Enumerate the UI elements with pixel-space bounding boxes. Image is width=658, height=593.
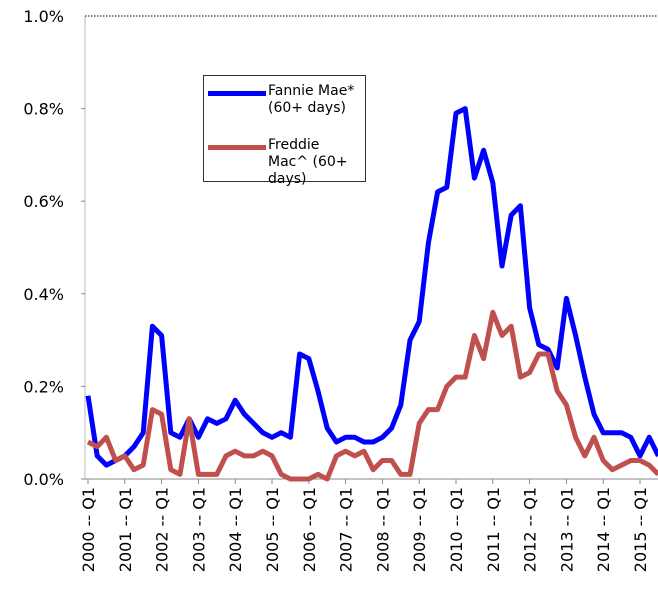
x-tick-label: 2009 -- Q1 [410, 487, 429, 572]
legend-swatch [208, 145, 266, 150]
x-tick-label: 2006 -- Q1 [300, 487, 319, 572]
series-line [85, 106, 658, 468]
legend-label: Freddie Mac^ (60+ days) [268, 137, 348, 187]
x-tick-label: 2005 -- Q1 [263, 487, 282, 572]
x-tick-label: 2000 -- Q1 [79, 487, 98, 572]
y-tick-label: 1.0% [23, 7, 64, 26]
x-tick-label: 2014 -- Q1 [594, 487, 613, 572]
x-tick-label: 2008 -- Q1 [373, 487, 392, 572]
legend-label: Fannie Mae* (60+ days) [268, 83, 355, 116]
x-tick-label: 2012 -- Q1 [521, 487, 540, 572]
legend: Fannie Mae* (60+ days) Freddie Mac^ (60+ … [203, 75, 366, 187]
x-tick-label: 2001 -- Q1 [116, 487, 135, 572]
y-tick-label: 0.2% [23, 377, 64, 396]
legend-item: Fannie Mae* (60+ days) [208, 83, 363, 117]
x-tick-label: 2004 -- Q1 [226, 487, 245, 572]
y-tick-label: 0.8% [23, 100, 64, 119]
x-tick-label: 2002 -- Q1 [153, 487, 172, 572]
series-line [86, 309, 658, 482]
x-tick-label: 2015 -- Q1 [631, 487, 650, 572]
y-tick-label: 0.0% [23, 470, 64, 489]
x-tick-label: 2010 -- Q1 [447, 487, 466, 572]
x-tick-label: 2013 -- Q1 [557, 487, 576, 572]
legend-swatch [208, 91, 266, 96]
x-tick-label: 2003 -- Q1 [189, 487, 208, 572]
x-tick-label: 2007 -- Q1 [337, 487, 356, 572]
x-tick-label: 2011 -- Q1 [484, 487, 503, 572]
y-tick-label: 0.4% [23, 285, 64, 304]
legend-item: Freddie Mac^ (60+ days) [208, 137, 363, 188]
y-tick-label: 0.6% [23, 192, 64, 211]
